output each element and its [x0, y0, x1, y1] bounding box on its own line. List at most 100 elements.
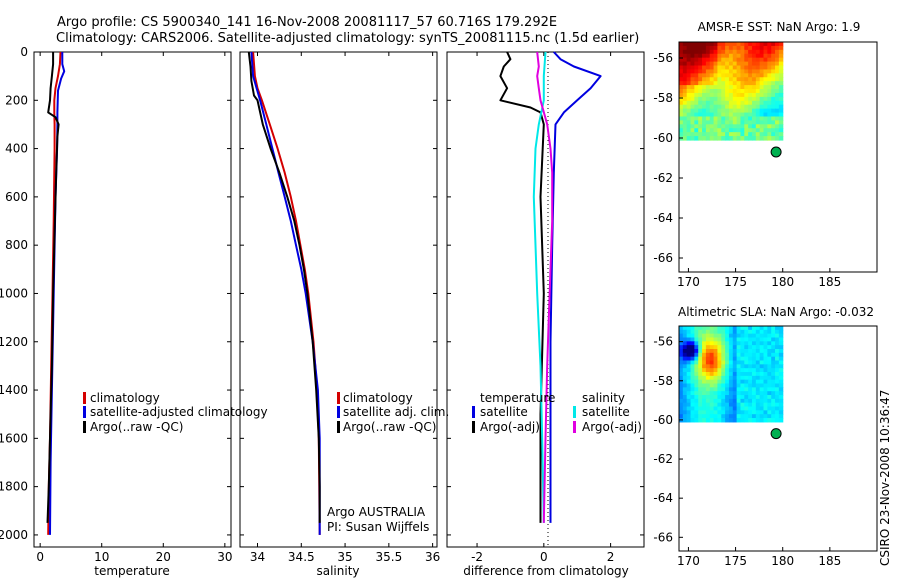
map-cell	[751, 104, 757, 110]
map-cell	[744, 128, 749, 133]
map-cell	[694, 349, 699, 354]
map-cell	[771, 124, 776, 129]
map-cell	[679, 108, 684, 114]
map-cell	[763, 81, 768, 86]
map-cell	[732, 326, 738, 331]
map-cell	[713, 73, 719, 78]
map-cell	[748, 402, 753, 408]
map-cell	[682, 128, 688, 133]
map-cell	[755, 61, 761, 67]
map-cell	[721, 364, 726, 369]
map-cell	[690, 418, 695, 423]
map-cell	[709, 410, 715, 415]
map-cell	[694, 124, 699, 129]
map-cell	[690, 329, 695, 335]
map-cell	[690, 406, 695, 411]
map-cell	[686, 73, 692, 78]
map-cell	[698, 387, 703, 392]
map-cell	[775, 418, 780, 423]
map-cell	[709, 45, 715, 51]
map-cell	[755, 341, 761, 346]
map-cell	[721, 65, 726, 71]
map-cell	[771, 383, 776, 388]
map-cell	[709, 395, 715, 400]
map-cell	[778, 45, 784, 51]
map-cell	[713, 364, 719, 369]
map-cell	[713, 81, 719, 86]
depth-tick-label: 1600	[0, 431, 28, 445]
map-cell	[740, 124, 745, 129]
map-cell	[751, 89, 757, 94]
map-cell	[682, 65, 688, 71]
map-cell	[740, 89, 745, 94]
map-cell	[725, 349, 730, 354]
map-cell	[690, 349, 695, 354]
map-cell	[702, 391, 707, 396]
map-cell	[778, 352, 784, 358]
map-cell	[755, 387, 761, 392]
map-cell	[728, 53, 734, 59]
map-cell	[751, 69, 757, 74]
map-cell	[698, 73, 703, 78]
map-cell	[713, 49, 719, 55]
map-cell	[702, 42, 707, 47]
map-cell	[732, 352, 738, 358]
map-cell	[759, 379, 765, 385]
map-cell	[679, 368, 684, 373]
map-cell	[775, 42, 780, 47]
map-cell	[728, 406, 734, 411]
map-cell	[740, 337, 745, 342]
map-cell	[705, 349, 711, 354]
map-cell	[775, 337, 780, 342]
map-cell	[740, 406, 745, 411]
map-cell	[755, 379, 761, 385]
map-cell	[767, 387, 772, 392]
map-cell	[705, 100, 711, 106]
map-cell	[736, 356, 742, 362]
legend-swatch-temp-argo-adj	[472, 421, 475, 433]
map-cell	[767, 136, 772, 141]
map-cell	[728, 116, 734, 121]
map-cell	[705, 356, 711, 362]
map-cell	[717, 96, 722, 102]
map-cell	[748, 387, 753, 392]
map-cell	[709, 73, 715, 78]
map-cell	[740, 136, 745, 141]
map-cell	[728, 57, 734, 63]
map-cell	[759, 112, 765, 118]
map-cell	[690, 77, 695, 82]
legend-label-temp-argo-adj: Argo(-adj)	[480, 420, 540, 434]
map-cell	[686, 326, 692, 331]
map-cell	[771, 410, 776, 415]
map-cell	[778, 341, 784, 346]
map-cell	[771, 104, 776, 110]
map-cell	[702, 124, 707, 129]
map-cell	[725, 364, 730, 369]
map-cell	[728, 372, 734, 377]
map-cell	[682, 89, 688, 94]
principal-investigator-label: PI: Susan Wijffels	[327, 520, 429, 534]
legend-label-sal-argo-adj: Argo(-adj)	[582, 420, 642, 434]
lat-tick-label: -66	[653, 251, 673, 265]
map-cell	[767, 356, 772, 362]
map-cell	[682, 73, 688, 78]
map-cell	[721, 136, 726, 141]
map-cell	[702, 136, 707, 141]
map-cell	[709, 104, 715, 110]
map-cell	[759, 116, 765, 121]
map-cell	[713, 375, 719, 381]
x-tick-label: 0	[540, 550, 548, 564]
map-cell	[679, 410, 684, 415]
map-cell	[682, 379, 688, 385]
map-cell	[725, 124, 730, 129]
lat-tick-label: -58	[653, 374, 673, 388]
map-cell	[759, 360, 765, 365]
argo-float-marker	[770, 146, 782, 158]
map-cell	[705, 368, 711, 373]
map-cell	[702, 356, 707, 362]
map-cell	[748, 360, 753, 365]
map-cell	[728, 132, 734, 137]
depth-tick-label: 1400	[0, 383, 28, 397]
map-cell	[759, 77, 765, 82]
map-cell	[679, 61, 684, 67]
